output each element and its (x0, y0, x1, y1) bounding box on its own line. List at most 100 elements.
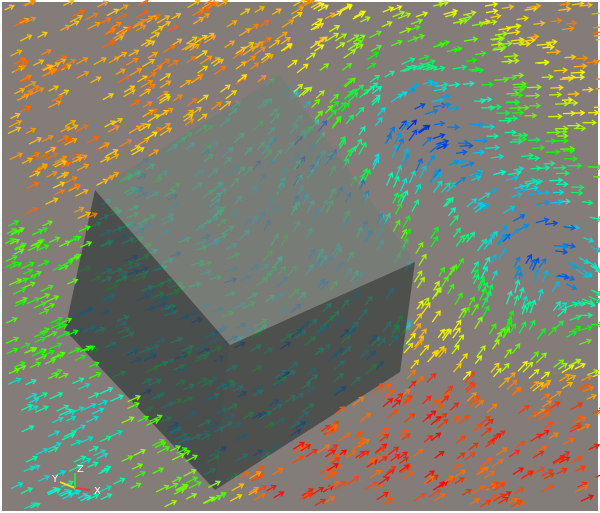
vector-arrow (413, 270, 423, 283)
vector-arrow (476, 238, 487, 252)
vector-arrow (510, 499, 523, 508)
vector-arrow (484, 418, 495, 427)
vector-arrow (346, 476, 360, 485)
vector-arrow (109, 394, 125, 402)
vector-arrow (433, 41, 446, 48)
vector-arrow (403, 64, 418, 73)
vector-arrow (24, 206, 39, 215)
vector-arrow (537, 288, 544, 301)
vector-arrow (26, 274, 38, 281)
vector-arrow (580, 494, 595, 502)
vector-arrow (552, 189, 565, 196)
vector-arrow (324, 471, 338, 481)
vector-arrow (194, 34, 208, 44)
vector-arrow (435, 402, 445, 412)
vector-arrow (56, 323, 68, 330)
vector-arrow (575, 416, 587, 424)
vector-arrow (490, 13, 502, 20)
vector-arrow (268, 39, 281, 49)
vector-arrow (595, 78, 600, 80)
vector-arrow (341, 62, 353, 71)
vector-arrow (45, 170, 58, 178)
vector-arrow (399, 27, 412, 34)
vector-arrow (80, 241, 93, 248)
vector-arrow (382, 497, 394, 506)
vector-arrow (196, 94, 209, 104)
vector-arrow (549, 177, 564, 184)
vector-arrow (568, 325, 582, 334)
vector-arrow (65, 119, 77, 127)
vector-arrow (334, 406, 346, 415)
vector-arrow (421, 395, 432, 405)
vector-arrow (293, 83, 304, 93)
vector-arrow (131, 147, 145, 156)
vector-arrow (74, 354, 87, 361)
vector-arrow (58, 264, 70, 271)
vector-arrow (588, 295, 600, 304)
vector-arrow (501, 362, 510, 372)
vector-arrow (565, 374, 577, 382)
vector-arrow (99, 386, 114, 395)
vector-arrow (113, 51, 128, 61)
vector-arrow (412, 493, 427, 502)
vector-arrow (377, 476, 391, 486)
vector-arrow (392, 191, 399, 204)
vector-arrow (136, 10, 149, 18)
vector-arrow (162, 44, 176, 54)
vector-arrow (575, 465, 587, 472)
vector-arrow (473, 201, 483, 210)
vector-arrow (482, 256, 491, 270)
vector-arrow (413, 312, 423, 325)
vector-arrow (557, 132, 569, 139)
vector-arrow (525, 300, 532, 313)
vector-arrow (511, 342, 521, 354)
vector-arrow (13, 87, 26, 95)
vector-arrow (525, 253, 532, 265)
vector-arrow (527, 155, 541, 162)
vector-arrow (5, 336, 20, 344)
vector-arrow (411, 199, 420, 213)
vector-arrow (429, 349, 439, 361)
vector-arrow (459, 352, 468, 364)
vector-arrow (117, 4, 129, 11)
vector-arrow (166, 482, 179, 490)
vector-arrow (48, 236, 61, 244)
vector-arrow (386, 408, 399, 419)
vector-arrow (495, 430, 506, 439)
vector-arrow (69, 235, 82, 243)
vector-arrow (97, 399, 109, 406)
vector-arrow (173, 488, 186, 495)
vector-arrow (419, 165, 427, 179)
vector-arrow (64, 409, 76, 416)
vector-arrow (325, 32, 340, 42)
vector-arrow (555, 467, 568, 475)
vector-arrow (39, 327, 51, 334)
vector-arrow (531, 178, 544, 185)
vector-arrow (34, 336, 47, 343)
vector-arrow (455, 257, 464, 271)
vector-arrow (558, 274, 570, 280)
vector-arrow (231, 483, 245, 492)
vector-arrow (437, 418, 449, 429)
vector-arrow (244, 55, 257, 65)
vector-arrow (447, 206, 456, 217)
cube-left-face (65, 190, 230, 490)
vector-arrow (547, 326, 558, 337)
vector-arrow (505, 175, 520, 182)
vector-arrow (512, 214, 526, 222)
vector-arrow (546, 48, 561, 56)
vector-arrow (68, 183, 81, 191)
vector-arrow (416, 300, 424, 310)
vector-arrow (4, 237, 16, 245)
vector-arrow (512, 40, 525, 47)
vector-arrow (498, 25, 512, 32)
vector-arrow (314, 498, 327, 507)
vector-arrow (64, 58, 77, 66)
vector-arrow (535, 59, 550, 66)
vector-arrow (503, 52, 519, 59)
vector-arrow (145, 40, 156, 48)
vector-arrow (495, 447, 509, 457)
vector-arrow (171, 12, 182, 20)
vector-arrow (7, 126, 22, 135)
vector-arrow (45, 152, 59, 161)
